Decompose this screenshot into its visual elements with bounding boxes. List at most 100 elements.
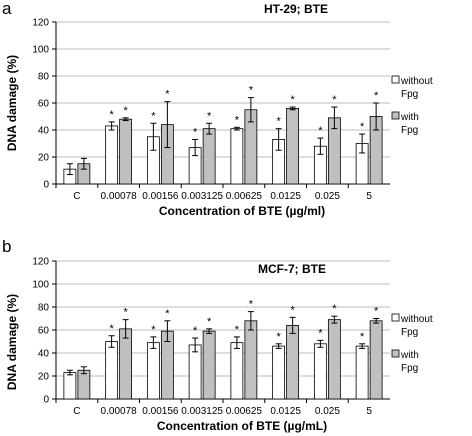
plot-area: 0 20 40 60 80 100 120 C 0.00078 * * 0.00156 * * 0.0031… bbox=[32, 18, 390, 202]
significance-star: * bbox=[123, 307, 128, 319]
x-tick-label: 0.00156 bbox=[142, 406, 179, 417]
legend-swatch bbox=[391, 111, 400, 120]
panel-letter: b bbox=[2, 237, 11, 256]
bar bbox=[327, 319, 341, 400]
significance-star: * bbox=[249, 299, 254, 311]
y-tick-label: 120 bbox=[32, 18, 49, 29]
bar bbox=[286, 324, 300, 400]
bar bbox=[119, 328, 133, 400]
y-tick-label: 100 bbox=[32, 45, 49, 56]
y-tick-label: 0 bbox=[43, 395, 49, 406]
panel-a: a HT-29; BTE DNA damage (%) Concentratio… bbox=[2, 0, 433, 218]
significance-star: * bbox=[207, 316, 212, 328]
bar bbox=[146, 342, 160, 400]
x-tick-label: 0.00156 bbox=[142, 191, 179, 202]
bar bbox=[230, 128, 244, 185]
legend-swatch bbox=[391, 349, 400, 358]
x-tick-label: C bbox=[73, 191, 80, 202]
y-tick-label: 60 bbox=[38, 99, 50, 110]
y-tick-label: 100 bbox=[32, 280, 49, 291]
y-tick-label: 80 bbox=[38, 303, 50, 314]
bar bbox=[119, 118, 133, 185]
x-tick-label: 0.003125 bbox=[181, 191, 223, 202]
significance-star: * bbox=[318, 125, 323, 137]
significance-star: * bbox=[249, 85, 254, 97]
legend-label: with bbox=[400, 112, 419, 123]
bar bbox=[77, 369, 91, 400]
legend: without Fpg with Fpg bbox=[391, 75, 433, 136]
legend-label: Fpg bbox=[401, 125, 418, 136]
chart-title: HT-29; BTE bbox=[264, 2, 328, 16]
y-tick-label: 40 bbox=[38, 349, 50, 360]
significance-star: * bbox=[290, 304, 295, 316]
significance-star: * bbox=[165, 308, 170, 320]
significance-star: * bbox=[374, 306, 379, 318]
bar bbox=[313, 343, 327, 400]
x-tick-label: 0.003125 bbox=[181, 406, 223, 417]
significance-star: * bbox=[193, 325, 198, 337]
panel-b: b MCF-7; BTE DNA damage (%) Concentratio… bbox=[2, 237, 433, 433]
x-tick-label: 0.0125 bbox=[270, 406, 301, 417]
legend-label: Fpg bbox=[401, 327, 418, 338]
significance-star: * bbox=[332, 303, 337, 315]
y-tick-label: 120 bbox=[32, 257, 49, 268]
significance-star: * bbox=[151, 110, 156, 122]
x-tick-label: 0.025 bbox=[315, 406, 340, 417]
x-tick-label: 5 bbox=[366, 406, 372, 417]
legend-swatch bbox=[391, 75, 400, 84]
y-tick-label: 40 bbox=[38, 126, 50, 137]
legend: without Fpg with Fpg bbox=[391, 313, 433, 374]
y-tick-label: 20 bbox=[38, 372, 50, 383]
significance-star: * bbox=[207, 110, 212, 122]
significance-star: * bbox=[276, 116, 281, 128]
x-tick-label: 0.00625 bbox=[226, 191, 263, 202]
significance-star: * bbox=[151, 324, 156, 336]
significance-star: * bbox=[109, 109, 114, 121]
significance-star: * bbox=[165, 89, 170, 101]
bar bbox=[105, 125, 119, 185]
significance-star: * bbox=[318, 327, 323, 339]
y-tick-label: 80 bbox=[38, 72, 50, 83]
x-tick-label: 0.0125 bbox=[270, 191, 301, 202]
significance-star: * bbox=[193, 126, 198, 138]
significance-star: * bbox=[360, 331, 365, 343]
y-tick-label: 0 bbox=[43, 180, 49, 191]
y-axis-label: DNA damage (%) bbox=[5, 294, 19, 390]
x-tick-label: C bbox=[73, 406, 80, 417]
bar bbox=[286, 108, 300, 185]
legend-label: Fpg bbox=[401, 363, 418, 374]
bar bbox=[105, 341, 119, 400]
y-tick-label: 20 bbox=[38, 153, 50, 164]
x-axis-label: Concentration of BTE (µg/ml) bbox=[159, 204, 325, 218]
x-tick-label: 0.025 bbox=[315, 191, 340, 202]
x-tick-label: 0.00078 bbox=[101, 191, 138, 202]
significance-star: * bbox=[332, 94, 337, 106]
panel-letter: a bbox=[2, 0, 12, 18]
significance-star: * bbox=[109, 323, 114, 335]
bar bbox=[188, 344, 202, 400]
significance-star: * bbox=[235, 114, 240, 126]
significance-star: * bbox=[374, 90, 379, 102]
significance-star: * bbox=[360, 121, 365, 133]
bar bbox=[272, 345, 286, 400]
legend-label: with bbox=[400, 350, 419, 361]
y-tick-label: 60 bbox=[38, 326, 50, 337]
legend-label: Fpg bbox=[401, 89, 418, 100]
significance-star: * bbox=[276, 331, 281, 343]
bar bbox=[63, 372, 77, 400]
legend-label: without bbox=[400, 314, 433, 325]
significance-star: * bbox=[290, 94, 295, 106]
significance-star: * bbox=[123, 105, 128, 117]
bar bbox=[202, 330, 216, 400]
legend-label: without bbox=[400, 76, 433, 87]
y-axis-label: DNA damage (%) bbox=[5, 55, 19, 151]
x-tick-label: 5 bbox=[366, 191, 372, 202]
bar bbox=[369, 320, 383, 400]
legend-swatch bbox=[391, 313, 400, 322]
bar bbox=[244, 320, 258, 400]
bar bbox=[230, 342, 244, 400]
bar bbox=[202, 128, 216, 185]
bar bbox=[355, 345, 369, 400]
chart-title: MCF-7; BTE bbox=[258, 262, 326, 276]
